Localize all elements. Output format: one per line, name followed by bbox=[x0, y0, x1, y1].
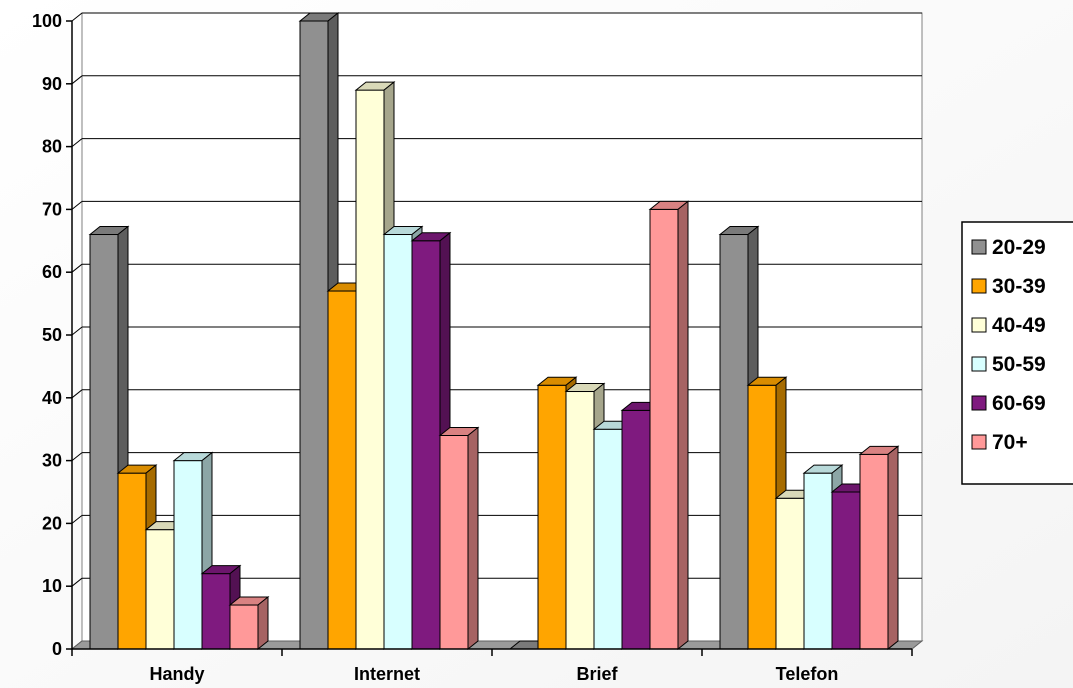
legend-item-20-29: 20-29 bbox=[971, 236, 1046, 259]
bar-side bbox=[257, 595, 269, 651]
y-axis-ticks: 0 10 20 30 40 50 60 70 80 90 100 bbox=[32, 11, 72, 659]
legend-swatch bbox=[971, 395, 987, 411]
bar-handy-70+ bbox=[228, 595, 270, 651]
x-axis-categories: Handy Internet Brief Telefon bbox=[71, 649, 913, 684]
gridline-depth bbox=[71, 452, 83, 461]
bar-front bbox=[201, 573, 231, 650]
bar-front bbox=[173, 460, 203, 650]
bar-handy-30-39 bbox=[116, 464, 158, 651]
y-tick-label: 70 bbox=[42, 199, 62, 219]
legend-label: 50-59 bbox=[992, 353, 1046, 376]
legend-item-50-59: 50-59 bbox=[971, 353, 1046, 376]
bars bbox=[88, 11, 900, 651]
bar-handy-20-29 bbox=[88, 225, 130, 651]
legend-label: 20-29 bbox=[992, 236, 1046, 259]
legend-label: 40-49 bbox=[992, 314, 1046, 337]
gridline-depth bbox=[71, 326, 83, 336]
x-category-label-handy: Handy bbox=[149, 664, 204, 684]
bar-front bbox=[719, 234, 749, 650]
bar-front bbox=[593, 428, 623, 650]
legend-swatch bbox=[971, 239, 987, 255]
bar-front bbox=[747, 384, 777, 650]
legend-swatch bbox=[971, 434, 987, 450]
legend-label: 60-69 bbox=[992, 392, 1046, 415]
legend-swatch bbox=[971, 317, 987, 333]
bar-front bbox=[355, 89, 385, 650]
y-tick-label: 100 bbox=[32, 11, 62, 31]
legend-label: 30-39 bbox=[992, 275, 1046, 298]
bar-front bbox=[383, 234, 413, 650]
bar-front bbox=[831, 491, 861, 650]
bar-telefon-70+ bbox=[858, 445, 900, 651]
legend-swatch bbox=[971, 278, 987, 294]
y-tick-label: 60 bbox=[42, 262, 62, 282]
bar-front bbox=[649, 208, 679, 650]
y-tick-label: 10 bbox=[42, 576, 62, 596]
y-tick-label: 30 bbox=[42, 451, 62, 471]
gridline-depth bbox=[71, 389, 83, 399]
bar-front bbox=[327, 290, 357, 650]
legend-item-60-69: 60-69 bbox=[971, 392, 1046, 415]
bar-front bbox=[859, 453, 889, 650]
bar-brief-70+ bbox=[648, 200, 690, 651]
bar-internet-70+ bbox=[438, 426, 480, 651]
legend-swatch bbox=[971, 356, 987, 372]
gridline-depth bbox=[71, 75, 83, 85]
x-category-label-internet: Internet bbox=[354, 664, 420, 684]
gridline-depth bbox=[71, 12, 83, 22]
gridline-depth bbox=[71, 263, 83, 273]
bar-front bbox=[411, 240, 441, 650]
x-category-label-telefon: Telefon bbox=[776, 664, 839, 684]
bar-front bbox=[299, 20, 329, 650]
y-tick-label: 40 bbox=[42, 388, 62, 408]
legend-label: 70+ bbox=[992, 431, 1028, 454]
y-tick-label: 20 bbox=[42, 513, 62, 533]
bar-front bbox=[439, 434, 469, 650]
bar-front bbox=[117, 472, 147, 650]
bar-front bbox=[621, 409, 651, 650]
bar-side bbox=[677, 200, 689, 651]
legend-item-70+: 70+ bbox=[971, 431, 1028, 454]
bar-front bbox=[565, 391, 595, 650]
bar-front bbox=[803, 472, 833, 650]
bar-side bbox=[467, 426, 479, 651]
bar-side bbox=[887, 445, 899, 651]
bar-front bbox=[537, 384, 567, 650]
bar-front bbox=[229, 604, 259, 650]
legend-item-40-49: 40-49 bbox=[971, 314, 1046, 337]
y-tick-label: 0 bbox=[52, 639, 62, 659]
gridline-depth bbox=[71, 201, 83, 210]
bar-front bbox=[775, 497, 805, 650]
y-tick-label: 50 bbox=[42, 325, 62, 345]
legend-item-30-39: 30-39 bbox=[971, 275, 1046, 298]
bar-front bbox=[145, 529, 175, 650]
x-category-label-brief: Brief bbox=[576, 664, 618, 684]
y-tick-label: 80 bbox=[42, 137, 62, 157]
gridline-depth bbox=[71, 515, 83, 524]
bar-front bbox=[89, 234, 119, 650]
y-tick-label: 90 bbox=[42, 74, 62, 94]
legend: 20-29 30-39 40-49 50-59 60-69 70+ bbox=[961, 221, 1073, 485]
gridline-depth bbox=[71, 138, 83, 147]
gridline-depth bbox=[71, 577, 83, 587]
